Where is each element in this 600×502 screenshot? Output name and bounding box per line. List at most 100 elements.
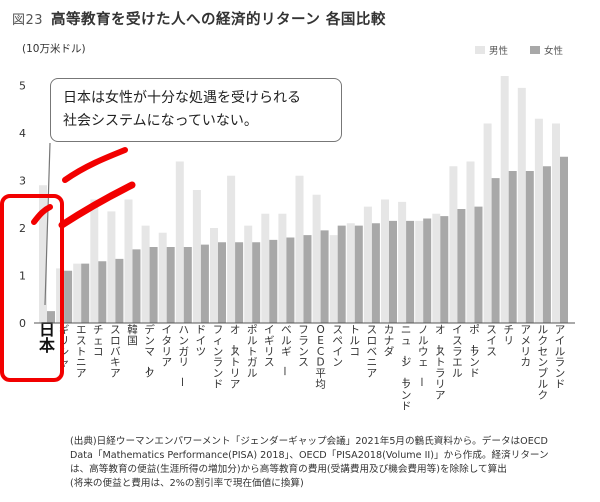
bar-female-3: [98, 261, 107, 323]
bar-male-13: [261, 213, 270, 323]
bar-female-5: [132, 249, 141, 323]
bar-male-24: [449, 166, 458, 323]
bar-female-8: [183, 247, 192, 323]
bar-female-7: [166, 247, 175, 323]
chart-title-text: 高等教育を受けた人への経済的リターン 各国比較: [51, 12, 386, 28]
bar-female-6: [149, 247, 158, 323]
bar-female-20: [389, 220, 397, 323]
source-line-1: (出典)日経ウーマンエンパワーメント「ジェンダーギャップ会議」2021年5月の鶴…: [70, 436, 548, 447]
x-tick-label-18: トルコ: [350, 324, 361, 358]
highlight-stroke-1: [62, 147, 128, 183]
bar-male-6: [141, 225, 150, 323]
x-tick-label-26: スイス: [486, 324, 497, 358]
highlight-stroke-3: [31, 204, 53, 225]
source-line-2: Data「Mathematics Performance(PISA) 2018」…: [70, 450, 549, 461]
bar-female-27: [508, 171, 517, 323]
bar-male-7: [158, 232, 167, 323]
bar-chart: 0 1 2 3 4 5 日本ギリシャエストニアチェコスロバキア韓国デンマークイタリアハンガリ…: [19, 76, 575, 412]
bar-female-21: [406, 220, 415, 323]
source-line-3: は、高等教育の便益(生涯所得の増加分)から高等教育の費用(受講費用及び機会費用等…: [70, 464, 507, 475]
bar-female-4: [115, 258, 124, 323]
highlight-stroke-2: [58, 181, 136, 229]
bar-male-0: [39, 185, 47, 323]
bar-male-23: [432, 213, 441, 323]
legend-male-swatch: [475, 46, 485, 54]
bar-female-1: [64, 270, 73, 323]
x-tick-label-1: ギリシャ: [59, 324, 70, 369]
y-tick-label-4: 4: [19, 127, 26, 140]
callout-leader-line: [44, 142, 51, 306]
bar-female-30: [560, 156, 568, 323]
highlight-strokes: [31, 147, 136, 229]
japan-highlight-box: [0, 194, 64, 382]
x-tick-label-27: チリ: [503, 324, 514, 347]
bar-female-26: [491, 178, 500, 323]
bar-male-25: [466, 161, 475, 323]
y-tick-label-3: 3: [19, 175, 26, 188]
x-tick-label-17: スペイン: [332, 324, 343, 369]
figure-label: 図23: [12, 13, 44, 28]
bar-male-2: [73, 263, 82, 323]
x-tick-label-12: ポルトガル: [247, 324, 258, 380]
y-tick-label-1: 1: [19, 270, 26, 283]
bar-male-22: [415, 220, 424, 323]
bar-female-2: [81, 263, 90, 323]
bar-male-30: [552, 123, 560, 323]
x-tick-label-19: スロベニア: [367, 324, 378, 380]
x-tick-label-14: ベルギー: [278, 324, 292, 376]
x-tick-label-11: オーストリア: [227, 324, 241, 391]
legend-male: 男性: [475, 43, 508, 57]
bar-female-16: [320, 230, 329, 323]
bar-female-24: [457, 209, 466, 323]
bar-female-23: [440, 216, 449, 323]
bar-female-0: [47, 311, 55, 323]
y-axis-unit: (10万米ドル): [22, 43, 86, 55]
legend-female-label: 女性: [544, 46, 564, 57]
x-tick-label-16: O E C D 平均: [315, 324, 326, 391]
bar-male-18: [346, 223, 355, 323]
x-tick-label-23: オーストラリア: [432, 324, 446, 401]
x-tick-label-9: ドイツ: [196, 324, 207, 358]
bar-male-10: [210, 228, 218, 323]
bar-male-9: [192, 190, 201, 323]
bar-male-17: [329, 235, 338, 323]
x-tick-label-2: エストニア: [76, 324, 87, 380]
bar-male-20: [381, 199, 389, 323]
source-line-4: (将来の便益と費用は、2%の割引率で現在価値に換算): [70, 478, 304, 489]
bar-female-15: [303, 235, 312, 323]
x-tick-label-28: アメリカ: [521, 324, 532, 369]
x-tick-label-7: イタリア: [161, 324, 172, 369]
bar-male-16: [312, 194, 321, 323]
legend-female-swatch: [530, 46, 540, 54]
bar-female-10: [218, 242, 226, 323]
bar-female-14: [286, 237, 295, 323]
bar-female-17: [337, 225, 346, 323]
bar-female-19: [371, 223, 380, 323]
bar-female-12: [252, 242, 261, 323]
bar-female-22: [423, 218, 432, 323]
y-tick-label-5: 5: [19, 80, 26, 93]
x-tick-label-25: ポーランド: [466, 324, 480, 380]
bar-female-25: [474, 206, 483, 323]
bar-female-13: [269, 239, 278, 323]
x-tick-label-6: デンマーク: [141, 323, 155, 380]
annotation-callout: 日本は女性が十分な処遇を受けられる 社会システムになっていない。: [50, 78, 342, 142]
legend-female: 女性: [530, 43, 563, 57]
x-tick-label-3: チェコ: [93, 324, 104, 358]
chart-title: 図23 高等教育を受けた人への経済的リターン 各国比較: [12, 8, 386, 29]
bar-male-8: [175, 161, 184, 323]
x-tick-label-24: イスラエル: [452, 324, 463, 380]
bar-female-28: [525, 171, 534, 323]
x-tick-label-29: ルクセンブルク: [538, 324, 549, 401]
bar-male-3: [90, 199, 99, 323]
bar-male-28: [517, 87, 526, 323]
y-tick-label-2: 2: [19, 222, 26, 235]
bar-male-12: [244, 225, 253, 323]
bar-female-29: [542, 166, 551, 323]
x-tick-label-10: フィンランド: [213, 324, 224, 391]
bar-female-9: [200, 244, 209, 323]
bar-male-27: [500, 76, 509, 323]
bar-female-11: [235, 242, 244, 323]
x-tick-label-21: ニュージーランド: [398, 324, 412, 412]
bar-male-11: [227, 175, 236, 323]
